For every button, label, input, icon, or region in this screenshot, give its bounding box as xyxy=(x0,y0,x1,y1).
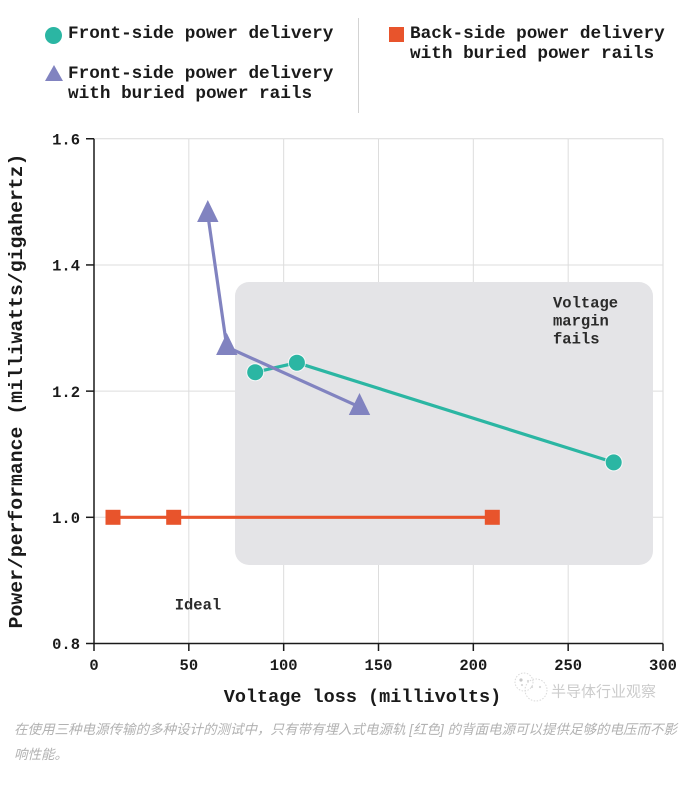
svg-text:100: 100 xyxy=(270,657,298,675)
svg-text:0: 0 xyxy=(89,657,98,675)
svg-text:Power/performance (milliwatts/: Power/performance (milliwatts/gigahertz) xyxy=(6,154,28,629)
svg-text:1.2: 1.2 xyxy=(52,384,80,402)
svg-text:150: 150 xyxy=(365,657,393,675)
svg-text:Voltage loss (millivolts): Voltage loss (millivolts) xyxy=(224,687,502,708)
svg-text:300: 300 xyxy=(649,657,677,675)
svg-text:200: 200 xyxy=(459,657,487,675)
svg-text:250: 250 xyxy=(554,657,582,675)
svg-text:半导体行业观察: 半导体行业观察 xyxy=(551,683,656,701)
svg-text:Voltage: Voltage xyxy=(553,295,618,313)
svg-text:50: 50 xyxy=(180,657,199,675)
svg-text:1.0: 1.0 xyxy=(52,510,80,528)
svg-text:fails: fails xyxy=(553,331,600,349)
svg-text:Ideal: Ideal xyxy=(175,597,222,615)
svg-text:0.8: 0.8 xyxy=(52,636,80,654)
svg-text:1.4: 1.4 xyxy=(52,258,80,276)
svg-text:margin: margin xyxy=(553,313,609,331)
svg-text:1.6: 1.6 xyxy=(52,132,80,150)
